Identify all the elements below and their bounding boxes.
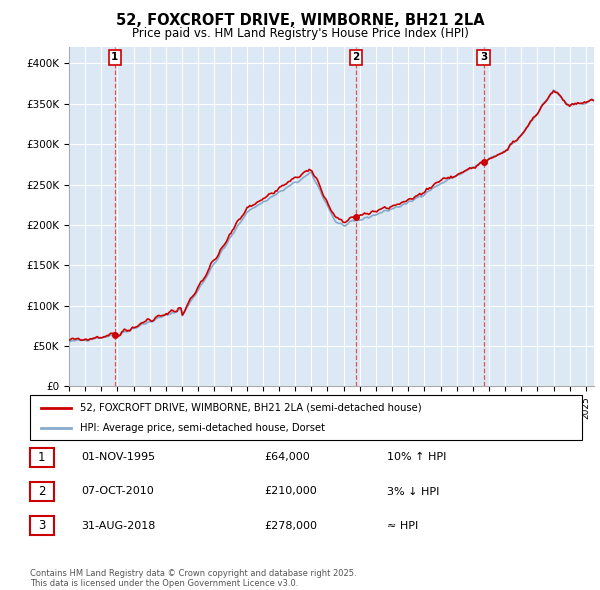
Text: £210,000: £210,000 xyxy=(264,487,317,496)
Text: 31-AUG-2018: 31-AUG-2018 xyxy=(81,521,155,530)
Text: 07-OCT-2010: 07-OCT-2010 xyxy=(81,487,154,496)
Text: HPI: Average price, semi-detached house, Dorset: HPI: Average price, semi-detached house,… xyxy=(80,424,325,434)
Text: 3: 3 xyxy=(38,519,46,532)
Text: £278,000: £278,000 xyxy=(264,521,317,530)
Text: Price paid vs. HM Land Registry's House Price Index (HPI): Price paid vs. HM Land Registry's House … xyxy=(131,27,469,40)
Text: 3: 3 xyxy=(480,53,487,63)
Text: 3% ↓ HPI: 3% ↓ HPI xyxy=(387,487,439,496)
Text: Contains HM Land Registry data © Crown copyright and database right 2025.
This d: Contains HM Land Registry data © Crown c… xyxy=(30,569,356,588)
Text: 1: 1 xyxy=(111,53,118,63)
Text: 1: 1 xyxy=(38,451,46,464)
Text: ≈ HPI: ≈ HPI xyxy=(387,521,418,530)
Text: £64,000: £64,000 xyxy=(264,453,310,462)
Text: 10% ↑ HPI: 10% ↑ HPI xyxy=(387,453,446,462)
Text: 52, FOXCROFT DRIVE, WIMBORNE, BH21 2LA: 52, FOXCROFT DRIVE, WIMBORNE, BH21 2LA xyxy=(116,13,484,28)
Text: 2: 2 xyxy=(38,485,46,498)
Text: 52, FOXCROFT DRIVE, WIMBORNE, BH21 2LA (semi-detached house): 52, FOXCROFT DRIVE, WIMBORNE, BH21 2LA (… xyxy=(80,403,421,412)
Text: 01-NOV-1995: 01-NOV-1995 xyxy=(81,453,155,462)
Text: 2: 2 xyxy=(352,53,359,63)
